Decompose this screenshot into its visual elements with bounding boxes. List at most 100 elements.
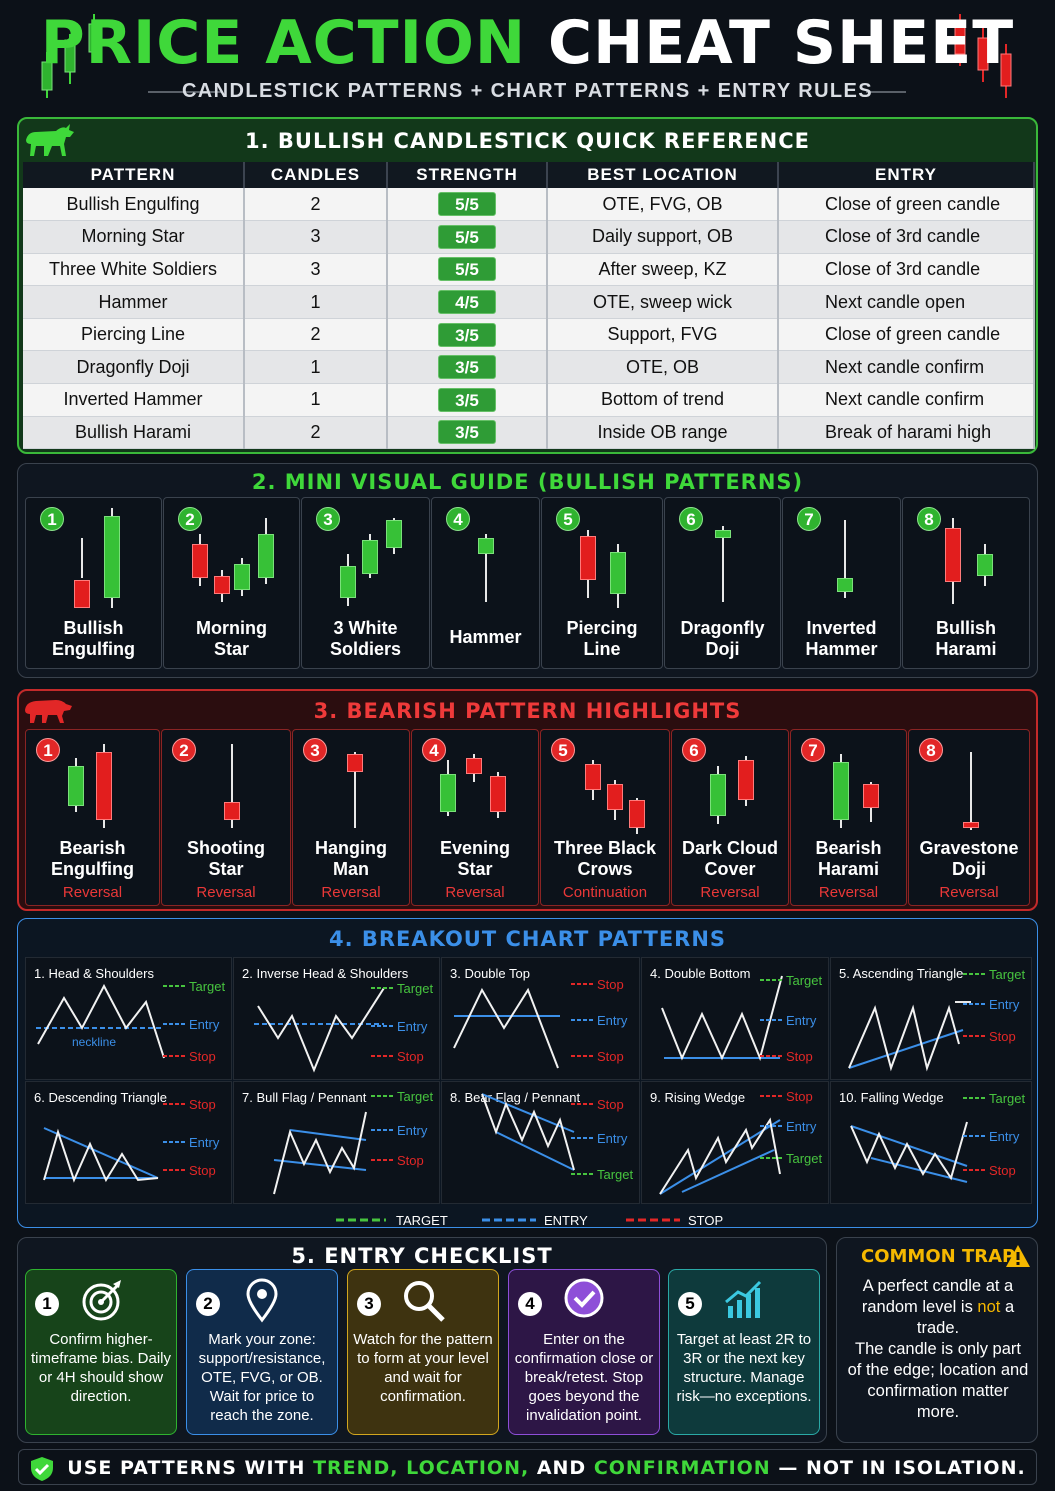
card-number: 4 [422,738,446,762]
card-label: Hanging Man [315,838,387,879]
level-label: Entry [189,1135,220,1150]
magnifier-icon [404,1281,445,1322]
price-path [43,1128,159,1183]
breakout-pattern-cell: 2. Inverse Head & Shoulders Target Entry St… [233,957,440,1080]
shield-check-icon [31,1456,54,1481]
red-candle [607,784,623,810]
neckline-label: neckline [72,1035,116,1049]
red-candle [490,776,506,812]
checkmark-icon [564,1278,604,1318]
card-pattern-type: Reversal [818,884,879,901]
table-row: Hammer 1 4/5 OTE, sweep wick Next candle ope… [23,285,1035,319]
breakout-pattern-diagram: Target Entry Stop [850,1091,1026,1183]
level-label: Entry [397,1123,428,1138]
breakout-pattern-cell: 5. Ascending Triangle Target Entry Stop [830,957,1032,1080]
price-path [848,1004,960,1072]
green-candle [258,534,274,578]
cell-location: Support, FVG [547,318,779,352]
cell-strength: 4/5 [387,285,548,319]
breakout-pattern-title: 6. Descending Triangle [34,1090,167,1105]
section-4-title: 4. BREAKOUT CHART PATTERNS [328,927,727,951]
green-candle [610,552,626,594]
red-candle [466,758,482,774]
level-label: Stop [397,1049,424,1064]
card-number: 1 [40,507,64,531]
col-header-strength: STRENGTH [387,162,548,188]
green-candle [710,774,726,816]
pattern-guide-line [848,1029,964,1069]
level-label: Stop [397,1153,424,1168]
red-candle [96,752,112,820]
red-candle [74,580,90,608]
price-path [661,975,783,1062]
location-pin-icon [246,1278,278,1323]
level-label: Stop [786,1089,813,1104]
cell-pattern: Inverted Hammer [23,383,245,417]
breakout-pattern-cell: 8. Bear Flag / Pennant Stop Entry Target [441,1081,640,1204]
pattern-guide-line [681,1149,775,1193]
strength-badge: 3/5 [438,355,496,380]
checklist-item: 1 Confirm higher-timeframe bias. Daily or… [25,1269,177,1435]
bearish-pattern-card: 3 Hanging Man Reversal [292,729,410,906]
cell-location: Inside OB range [547,416,779,450]
level-label: Stop [597,977,624,992]
card-label: Piercing Line [566,618,638,659]
price-path [257,987,385,1073]
card-number: 8 [919,738,943,762]
card-label: Evening Star [439,838,510,879]
level-label: Target [989,967,1026,982]
strength-badge: 3/5 [438,387,496,412]
breakout-pattern-diagram: Target Entry Stop [848,967,1026,1072]
card-pattern-type: Continuation [562,884,648,901]
table-row: Piercing Line 2 3/5 Support, FVG Close of gr… [23,318,1035,352]
cell-pattern: Hammer [23,285,245,319]
candle-wick [970,752,972,830]
card-number: 8 [917,507,941,531]
level-label: Entry [189,1017,220,1032]
cell-entry: Close of 3rd candle [778,220,1035,254]
red-candle [585,764,601,790]
cell-pattern: Bullish Harami [23,416,245,450]
cell-strength: 5/5 [387,188,548,222]
card-label: Shooting Star [187,838,265,879]
checklist-text: Target at least 2R to 3R or the next key… [676,1331,812,1405]
green-candle [340,566,356,598]
cell-location: OTE, OB [547,350,779,385]
pattern-guide-line [481,1093,575,1133]
price-path [273,1111,367,1195]
level-label: Entry [786,1013,817,1028]
level-label: Entry [786,1119,817,1134]
level-label: Stop [989,1163,1016,1178]
col-header-entry: ENTRY [778,162,1035,188]
bearish-pattern-card: 2 Shooting Star Reversal [161,729,291,906]
level-label: Target [397,1089,434,1104]
cell-location: Bottom of trend [547,383,779,417]
breakout-pattern-diagram: Stop Entry Target [481,1093,634,1182]
title-green: PRICE ACTION [40,8,527,78]
bullish-pattern-card: 3 3 White Soldiers [301,497,430,669]
cell-entry: Next candle open [778,285,1035,319]
red-candle [963,822,979,828]
legend-entry: ENTRY [544,1213,588,1228]
card-number: 6 [679,507,703,531]
candle-wick [485,534,487,602]
page-subtitle: CANDLESTICK PATTERNS + CHART PATTERNS + … [181,80,874,102]
cell-candles: 2 [244,318,388,352]
card-label: Dragonfly Doji [680,618,765,659]
cell-strength: 3/5 [387,383,548,417]
cell-candles: 1 [244,383,388,417]
level-label: Entry [397,1019,428,1034]
cell-candles: 1 [244,350,388,385]
bull-icon [26,124,74,156]
bullish-pattern-card: 4 Hammer [431,497,540,669]
level-label: Entry [989,1129,1020,1144]
breakout-pattern-cell: 3. Double Top Stop Entry Stop [441,957,640,1080]
col-header-candles: CANDLES [244,162,388,188]
bearish-pattern-card: 8 Gravestone Doji Reversal [908,729,1030,906]
breakout-pattern-title: 4. Double Bottom [650,966,751,981]
level-label: Entry [989,997,1020,1012]
cell-candles: 1 [244,285,388,319]
strength-badge: 3/5 [438,322,496,347]
table-row: Bullish Harami 2 3/5 Inside OB range Break o… [23,416,1035,450]
bullish-pattern-card: 7 Inverted Hammer [782,497,901,669]
